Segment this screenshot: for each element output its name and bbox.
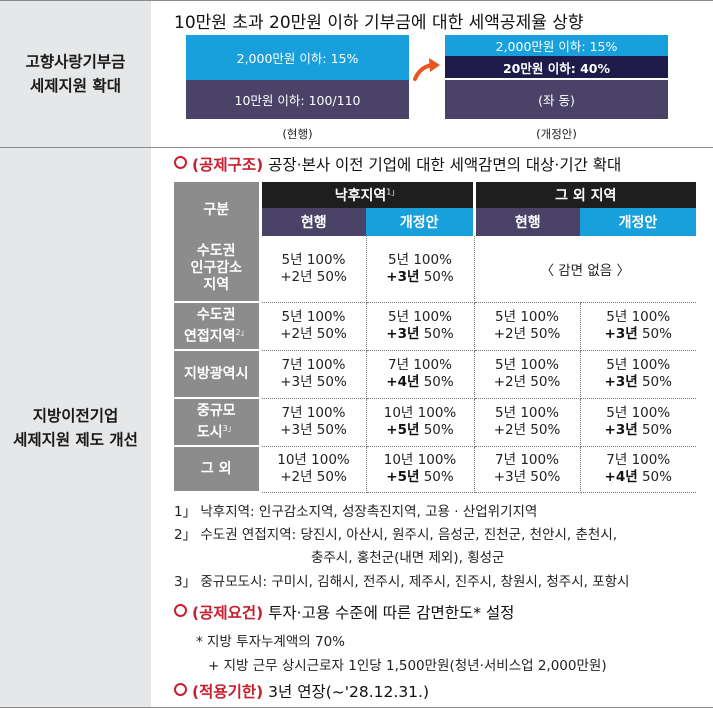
table-row: 지방광역시 7년 100% +3년 50% 7년 100% +4년 50% 5년 1… <box>174 350 696 399</box>
current-top-bar: 2,000만원 이하: 15% <box>186 35 409 80</box>
proposed-top-bar: 2,000만원 이하: 15% <box>445 35 668 56</box>
table-cell: 10년 100% +5년 50% <box>366 446 475 493</box>
row-label: 수도권 연접지역2」 <box>174 302 262 351</box>
table-cell: 10년 100% +2년 50% <box>260 446 367 493</box>
table-cell: 7년 100% +3년 50% <box>260 350 367 399</box>
table-cell: 7년 100% +4년 50% <box>366 350 475 399</box>
table-cell: 5년 100% +2년 50% <box>474 398 581 447</box>
table-cell: 5년 100% +2년 50% <box>474 350 581 399</box>
bullet-deduction-requirement: (공제요건) 투자·고용 수준에 따른 감면한도* 설정 <box>174 601 514 623</box>
table-cell: 7년 100% +3년 50% <box>260 398 367 447</box>
table-cell: 10년 100% +5년 50% <box>366 398 475 447</box>
header-current-2: 현행 <box>474 208 580 236</box>
table-cell: 5년 100% +3년 50% <box>580 302 696 351</box>
section1-heading: 10만원 초과 20만원 이하 기부금에 대한 세액공제율 상향 <box>174 13 584 33</box>
table-row: 그 외 10년 100% +2년 50% 10년 100% +5년 50% 7년 1… <box>174 446 696 493</box>
proposed-caption: (개정안) <box>536 127 577 141</box>
table-row: 수도권 연접지역2」 5년 100% +2년 50% 5년 100% +3년 50% … <box>174 302 696 351</box>
footnote-2: 2」 수도권 연접지역: 당진시, 아산시, 원주시, 음성군, 진천군, 천안… <box>174 527 618 543</box>
current-bottom-bar: 10만원 이하: 100/110 <box>186 80 409 119</box>
proposed-bottom-bar: (좌 동) <box>445 80 668 119</box>
sub-note-1: * 지방 투자누계액의 70% <box>196 634 345 650</box>
no-reduction-cell: 〈 감면 없음 〉 <box>474 236 696 303</box>
header-current-1: 현행 <box>260 208 366 236</box>
table-row: 중규모 도시3」 7년 100% +3년 50% 10년 100% +5년 50% 5… <box>174 398 696 447</box>
row-label: 중규모 도시3」 <box>174 398 262 447</box>
header-other-regions: 그 외 지역 <box>474 182 696 208</box>
table-cell: 5년 100% +3년 50% <box>366 236 475 303</box>
arrow-right-icon <box>413 58 440 81</box>
row-label: 수도권 인구감소 지역 <box>174 236 262 303</box>
table-cell: 5년 100% +2년 50% <box>260 302 367 351</box>
table-cell: 5년 100% +3년 50% <box>366 302 475 351</box>
header-underdeveloped: 낙후지역1」 <box>260 182 476 208</box>
circle-bullet-icon <box>174 683 187 696</box>
circle-bullet-icon <box>174 156 187 169</box>
reduction-table: 구분 낙후지역1」 그 외 지역 현행 개정안 현행 개정안 수도권 인구감소 지역… <box>174 182 696 493</box>
table-row: 수도권 인구감소 지역 5년 100% +2년 50% 5년 100% +3년 50% … <box>174 236 696 303</box>
middle-rule <box>0 147 713 148</box>
circle-bullet-icon <box>174 604 187 617</box>
table-cell: 5년 100% +3년 50% <box>580 350 696 399</box>
sub-note-2: + 지방 근무 상시근로자 1인당 1,500만원(청년·서비스업 2,000만… <box>208 658 607 674</box>
table-cell: 7년 100% +4년 50% <box>580 446 696 493</box>
header-category: 구분 <box>174 182 262 236</box>
table-cell: 7년 100% +3년 50% <box>474 446 581 493</box>
row-label: 그 외 <box>174 446 262 493</box>
section1-label: 고향사랑기부금 세제지원 확대 <box>0 1 151 147</box>
proposed-middle-bar: 20만원 이하: 40% <box>445 56 668 78</box>
header-proposed-2: 개정안 <box>580 208 696 236</box>
bottom-rule <box>0 707 713 708</box>
bullet-application-period: (적용기한) 3년 연장(~'28.12.31.) <box>174 680 429 702</box>
current-caption: (현행) <box>282 127 313 141</box>
footnote-2-cont: 충주시, 홍천군(내면 제외), 횡성군 <box>311 550 505 566</box>
footnote-3: 3」 중규모도시: 구미시, 김해시, 전주시, 제주시, 진주시, 창원시, … <box>174 574 630 590</box>
footnote-1: 1」 낙후지역: 인구감소지역, 성장촉진지역, 고용 · 산업위기지역 <box>174 504 538 520</box>
header-proposed-1: 개정안 <box>366 208 476 236</box>
top-rule <box>0 0 713 1</box>
table-cell: 5년 100% +2년 50% <box>260 236 367 303</box>
table-cell: 5년 100% +2년 50% <box>474 302 581 351</box>
section2-label: 지방이전기업 세제지원 제도 개선 <box>0 148 151 707</box>
table-cell: 5년 100% +3년 50% <box>580 398 696 447</box>
row-label: 지방광역시 <box>174 350 262 399</box>
bullet-deduction-structure: (공제구조) 공장·본사 이전 기업에 대한 세액감면의 대상·기간 확대 <box>174 153 621 175</box>
